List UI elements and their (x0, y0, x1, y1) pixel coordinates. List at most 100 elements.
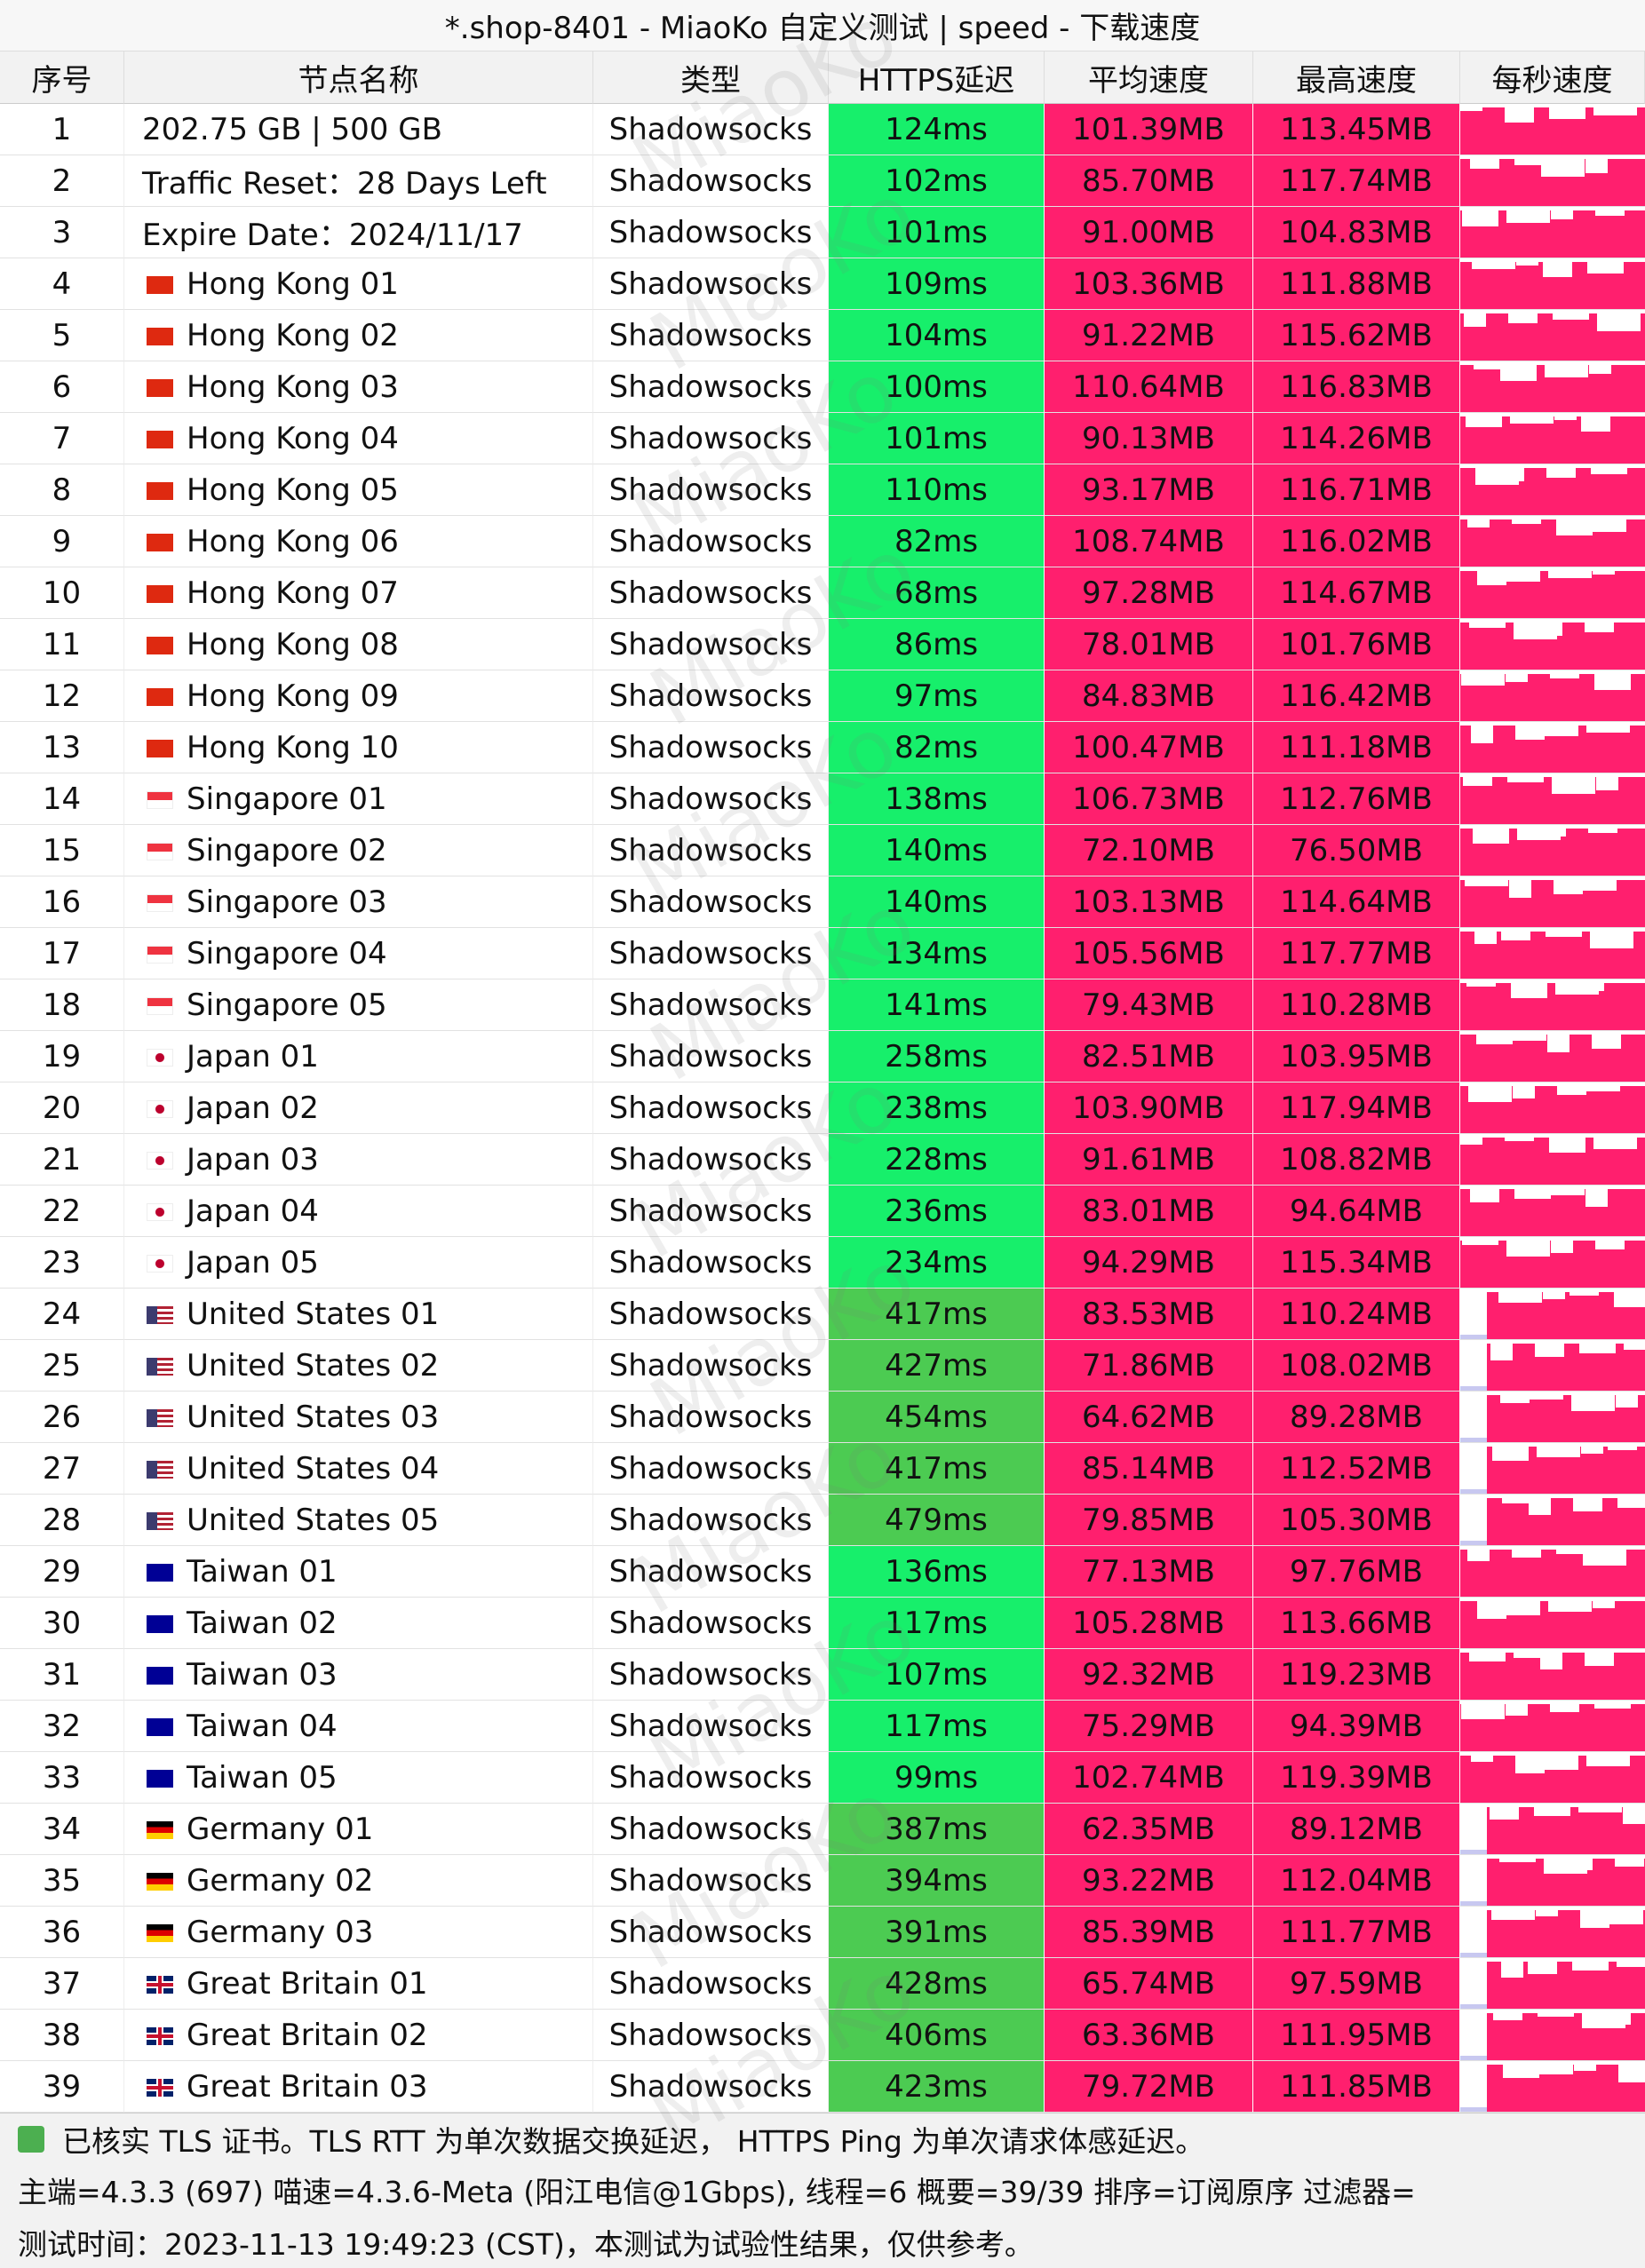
https-latency: 454ms (829, 1392, 1045, 1443)
sparkline-notch (1499, 1859, 1536, 1862)
max-speed: 114.26MB (1253, 413, 1460, 464)
node-name: Hong Kong 04 (124, 413, 593, 464)
sparkline-notch (1474, 932, 1497, 944)
max-speed: 112.52MB (1253, 1443, 1460, 1495)
max-speed: 101.76MB (1253, 619, 1460, 670)
sparkline-notch (1514, 1189, 1551, 1199)
flag-icon (147, 894, 173, 912)
flag-icon (147, 740, 173, 757)
node-name: Japan 03 (124, 1134, 593, 1186)
max-speed: 113.66MB (1253, 1598, 1460, 1649)
average-speed: 103.90MB (1045, 1082, 1253, 1134)
flag-icon (147, 997, 173, 1015)
node-type: Shadowsocks (593, 310, 829, 361)
sparkline-notch (1617, 1498, 1645, 1508)
sparkline-notch (1543, 262, 1572, 277)
row-index: 18 (0, 979, 124, 1031)
sparkline-notch (1585, 1653, 1614, 1666)
flag-icon (147, 1564, 173, 1582)
sparkline-notch (1590, 932, 1633, 948)
sparkline-fill (1487, 1344, 1645, 1391)
flag-icon (147, 1615, 173, 1633)
max-speed: 116.83MB (1253, 361, 1460, 413)
row-index: 27 (0, 1443, 124, 1495)
average-speed: 71.86MB (1045, 1340, 1253, 1392)
sparkline-notch (1556, 1550, 1593, 1554)
sparkline-notch (1506, 674, 1528, 682)
max-speed: 113.45MB (1253, 104, 1460, 155)
sparkline-notch (1583, 519, 1626, 532)
https-latency: 109ms (829, 258, 1045, 310)
sparkline-notch (1529, 1498, 1551, 1515)
sparkline-notch (1473, 829, 1509, 844)
average-speed: 105.56MB (1045, 928, 1253, 979)
sparkline-notch (1474, 365, 1503, 369)
average-speed: 92.32MB (1045, 1649, 1253, 1701)
flag-icon (147, 1409, 173, 1427)
max-speed: 117.94MB (1253, 1082, 1460, 1134)
max-speed: 112.76MB (1253, 773, 1460, 825)
sparkline-notch (1466, 983, 1496, 987)
node-type: Shadowsocks (593, 1289, 829, 1340)
average-speed: 75.29MB (1045, 1701, 1253, 1752)
flag-icon (147, 1718, 173, 1736)
row-index: 19 (0, 1031, 124, 1082)
sparkline-notch (1530, 2065, 1573, 2074)
sparkline-notch (1507, 777, 1544, 782)
node-name: Hong Kong 02 (124, 310, 593, 361)
max-speed: 115.34MB (1253, 1237, 1460, 1289)
row-index: 1 (0, 104, 124, 155)
https-latency: 406ms (829, 2010, 1045, 2061)
sparkline-notch (1578, 1807, 1622, 1812)
sparkline-notch (1477, 571, 1506, 585)
max-speed: 116.02MB (1253, 516, 1460, 567)
row-index: 30 (0, 1598, 124, 1649)
flag-icon (147, 843, 173, 860)
sparkline-notch (1616, 1395, 1638, 1408)
sparkline-notch (1552, 777, 1595, 794)
row-index: 35 (0, 1855, 124, 1907)
sparkline-notch (1505, 107, 1534, 123)
sparkline-notch (1512, 1550, 1541, 1558)
flag-icon (147, 482, 173, 500)
node-type: Shadowsocks (593, 1340, 829, 1392)
row-index: 28 (0, 1495, 124, 1546)
average-speed: 108.74MB (1045, 516, 1253, 567)
node-name: Japan 02 (124, 1082, 593, 1134)
row-index: 24 (0, 1289, 124, 1340)
sparkline-notch (1573, 1498, 1602, 1511)
row-index: 39 (0, 2061, 124, 2113)
flag-icon (147, 1667, 173, 1685)
https-latency: 140ms (829, 825, 1045, 876)
https-latency: 234ms (829, 1237, 1045, 1289)
sparkline-notch (1553, 313, 1589, 320)
sparkline-notch (1472, 262, 1515, 269)
sparkline-notch (1581, 416, 1610, 432)
sparkline-notch (1506, 1704, 1528, 1716)
flag-icon (147, 637, 173, 654)
average-speed: 84.83MB (1045, 670, 1253, 722)
flag-icon (147, 1461, 173, 1479)
sparkline-notch (1536, 1910, 1558, 1916)
sparkline-notch (1537, 1447, 1580, 1457)
node-name: United States 03 (124, 1392, 593, 1443)
column-header: 类型 (593, 52, 829, 104)
column-header: 平均速度 (1045, 52, 1253, 104)
flag-icon (147, 688, 173, 706)
sparkline-notch (1580, 880, 1617, 891)
max-speed: 97.76MB (1253, 1546, 1460, 1598)
average-speed: 82.51MB (1045, 1031, 1253, 1082)
row-index: 6 (0, 361, 124, 413)
sparkline-notch (1460, 107, 1482, 111)
node-name: United States 04 (124, 1443, 593, 1495)
average-speed: 97.28MB (1045, 567, 1253, 619)
row-index: 7 (0, 413, 124, 464)
sparkline-notch (1515, 1756, 1545, 1773)
node-type: Shadowsocks (593, 155, 829, 207)
sparkline-notch (1471, 1756, 1493, 1762)
sparkline-notch (1585, 623, 1614, 632)
row-index: 15 (0, 825, 124, 876)
node-type: Shadowsocks (593, 979, 829, 1031)
node-name: Taiwan 01 (124, 1546, 593, 1598)
https-latency: 99ms (829, 1752, 1045, 1804)
